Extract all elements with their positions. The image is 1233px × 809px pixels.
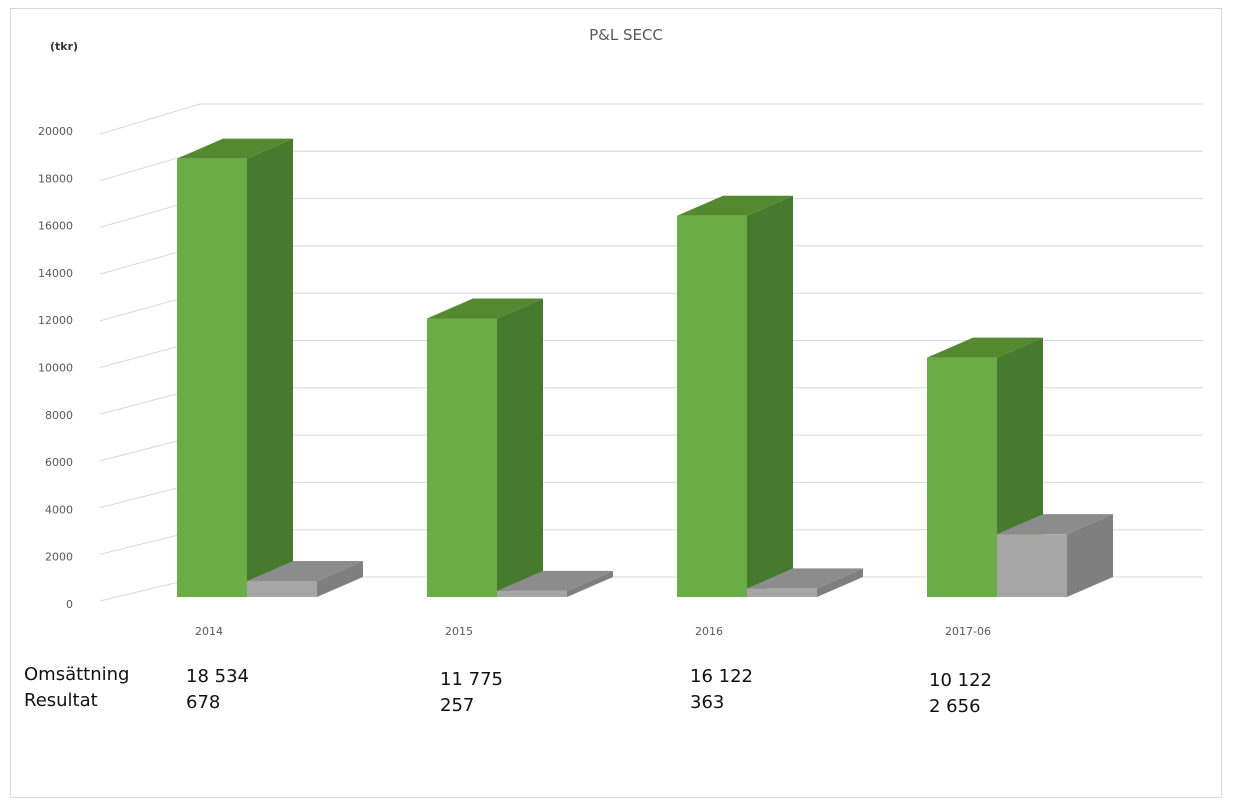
bar-side [567,570,613,597]
bar-top [927,337,1043,358]
bar-top [497,570,613,591]
bar-front [177,158,247,597]
y-tick-label: 20000 [38,125,73,138]
bar-front [927,357,997,597]
table-cell-omsattning-2014: 18 534 [186,666,249,687]
chart-title: P&L SECC [589,26,663,44]
y-axis-unit-label: (tkr) [50,40,78,53]
bar-top [677,195,793,216]
bar-top [177,138,293,159]
bar-top [747,568,863,589]
y-axis-ticks: 0 2000 4000 6000 8000 10000 12000 14000 16000 180… [38,125,73,611]
y-tick-label: 0 [66,598,73,611]
bar-top [427,298,543,319]
table-cell-resultat-2016: 363 [690,692,725,713]
bar-side [497,298,543,597]
y-tick-label: 10000 [38,362,73,375]
bar-front [677,215,747,597]
y-tick-label: 2000 [45,551,73,564]
bar-side [1067,514,1113,597]
y-tick-label: 16000 [38,220,73,233]
y-tick-label: 8000 [45,409,73,422]
bar-front [497,590,567,597]
table-row-label-resultat: Resultat [24,690,98,711]
gridline-side [99,103,201,135]
table-cell-omsattning-2015: 11 775 [440,669,503,690]
chart-frame [10,8,1222,798]
table-row-label-omsattning: Omsättning [24,664,130,685]
table-cell-resultat-2017-06: 2 656 [929,696,981,717]
bar-resultat-2014 [247,560,363,597]
table-cell-resultat-2014: 678 [186,692,221,713]
bar-front [427,318,497,597]
bar-omsattning-2014 [177,138,293,597]
bar-resultat-2015 [497,570,613,597]
y-tick-label: 12000 [38,314,73,327]
x-tick-label: 2016 [695,625,723,638]
x-axis-ticks: 2014 2015 2016 2017-06 [195,625,991,638]
bar-side [817,568,863,597]
bar-front [997,534,1067,597]
y-tick-label: 4000 [45,503,73,516]
bar-front [747,588,817,597]
x-tick-label: 2015 [445,625,473,638]
bar-top [997,514,1113,535]
x-tick-label: 2014 [195,625,223,638]
y-tick-label: 6000 [45,456,73,469]
bar-side [747,195,793,597]
bar-omsattning-2016 [677,195,793,597]
bar-side [317,560,363,597]
table-cell-omsattning-2017-06: 10 122 [929,670,992,691]
bar-front [247,580,317,597]
bar-omsattning-2017-06 [927,337,1043,597]
table-cell-omsattning-2016: 16 122 [690,666,753,687]
bars [177,138,1113,597]
bar-resultat-2017-06 [997,514,1113,597]
table-cell-resultat-2015: 257 [440,695,475,716]
y-tick-label: 18000 [38,172,73,185]
bar-resultat-2016 [747,568,863,597]
y-tick-label: 14000 [38,267,73,280]
x-tick-label: 2017-06 [945,625,991,638]
bar-omsattning-2015 [427,298,543,597]
bar-top [247,560,363,581]
bar-side [247,138,293,597]
